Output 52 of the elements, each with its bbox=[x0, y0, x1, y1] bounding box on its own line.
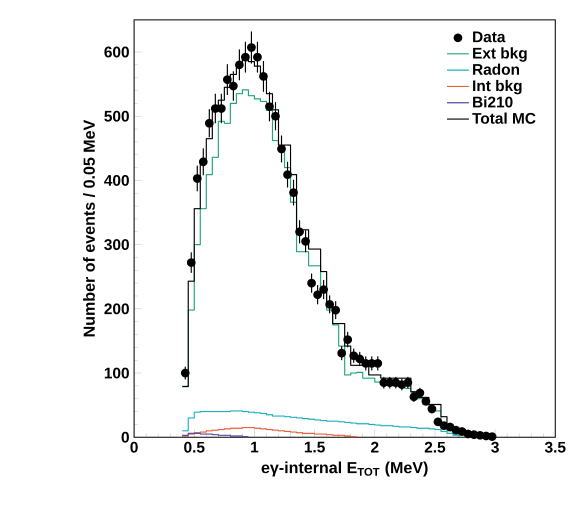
point bbox=[403, 378, 412, 387]
point bbox=[259, 72, 268, 81]
point bbox=[222, 75, 232, 84]
point bbox=[186, 258, 196, 267]
point bbox=[253, 52, 262, 62]
point bbox=[192, 174, 202, 183]
legend-label: Data bbox=[473, 31, 506, 42]
y-tick-label: 400 bbox=[104, 174, 129, 186]
x-axis-title: eγ-internal E$_{TOT}$ (MeV) bbox=[262, 461, 428, 476]
point bbox=[198, 157, 208, 166]
point bbox=[422, 396, 430, 406]
point bbox=[337, 348, 346, 358]
y-tick-label: 0 bbox=[122, 432, 129, 442]
point bbox=[241, 52, 250, 62]
x-tick-label: 3.5 bbox=[544, 442, 566, 453]
legend-label: Ext bkg bbox=[473, 47, 527, 62]
point bbox=[434, 417, 442, 426]
legend-label: Int bkg bbox=[473, 80, 522, 94]
point bbox=[343, 335, 352, 344]
y-tick-label: 600 bbox=[104, 46, 129, 58]
point bbox=[235, 60, 244, 70]
x-tick-label: 1.5 bbox=[304, 442, 325, 452]
legend-label: Radon bbox=[473, 63, 520, 75]
point bbox=[488, 432, 496, 441]
point bbox=[301, 236, 310, 246]
legend-label: Bi210 bbox=[473, 96, 513, 108]
point bbox=[307, 278, 316, 288]
point bbox=[313, 290, 322, 299]
x-tick-label: 0 bbox=[130, 442, 138, 452]
point bbox=[283, 170, 292, 179]
point bbox=[247, 42, 256, 52]
x-tick-label: 3 bbox=[491, 442, 499, 453]
point bbox=[265, 102, 274, 111]
y-tick-label: 300 bbox=[104, 238, 129, 250]
point bbox=[204, 118, 214, 128]
point bbox=[229, 81, 238, 90]
point bbox=[271, 112, 280, 120]
y-tick-label: 200 bbox=[104, 303, 129, 314]
x-tick-label: 1 bbox=[251, 442, 258, 452]
y-axis-title: Number of events / 0.05 MeV bbox=[83, 120, 96, 336]
legend-label: Total MC bbox=[472, 112, 536, 124]
point bbox=[446, 422, 454, 432]
point bbox=[428, 404, 436, 414]
y-tick-label: 100 bbox=[104, 367, 129, 378]
point bbox=[295, 227, 304, 236]
x-tick-label: 2 bbox=[371, 442, 378, 452]
y-tick-label: 500 bbox=[104, 110, 129, 122]
x-tick-label: 2.5 bbox=[424, 442, 446, 452]
x-tick-label: 0.5 bbox=[184, 442, 205, 452]
point bbox=[289, 188, 298, 197]
point bbox=[180, 368, 190, 378]
point bbox=[416, 388, 424, 398]
